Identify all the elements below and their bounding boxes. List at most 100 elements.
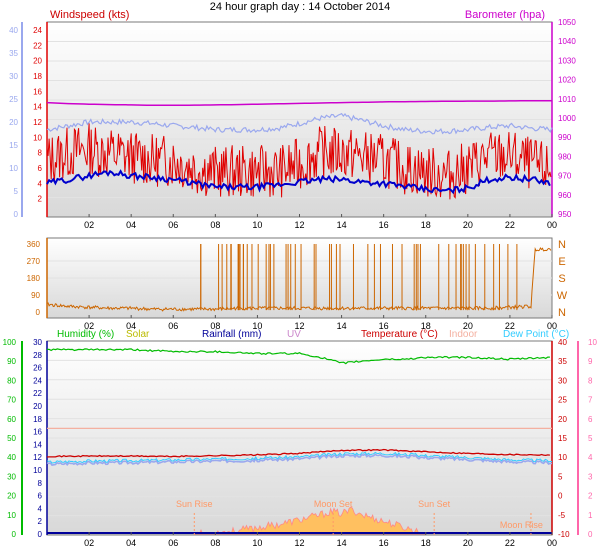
temp-tick-label: 30 xyxy=(558,376,567,385)
blue-tick-label: 0 xyxy=(14,210,19,219)
red-tick-label: 14 xyxy=(33,103,42,112)
x-tick-label: 20 xyxy=(463,220,473,230)
temp-tick-label: 15 xyxy=(558,434,567,443)
x-tick-label: 12 xyxy=(294,538,304,548)
red-tick-label: 22 xyxy=(33,41,42,50)
rain-tick-label: 20 xyxy=(33,402,42,411)
direction-tick-label: 0 xyxy=(36,308,41,317)
direction-tick-label: 90 xyxy=(31,291,40,300)
uv-tick-label: 3 xyxy=(588,472,593,481)
baro-tick-label: 990 xyxy=(558,133,572,142)
baro-tick-label: 1050 xyxy=(558,18,576,27)
x-tick-label: 22 xyxy=(505,538,515,548)
x-tick-label: 02 xyxy=(84,220,94,230)
temp-tick-label: -5 xyxy=(558,511,566,520)
wind-panel-ylabel-right: Barometer (hpa) xyxy=(465,9,545,21)
rain-tick-label: 22 xyxy=(33,389,42,398)
x-tick-label: 14 xyxy=(337,220,347,230)
x-tick-label: 08 xyxy=(210,220,220,230)
baro-tick-label: 1040 xyxy=(558,37,576,46)
blue-tick-label: 40 xyxy=(9,26,18,35)
legend-item: Temperature (°C) xyxy=(361,329,438,340)
baro-tick-label: 980 xyxy=(558,152,572,161)
direction-tick-label: 270 xyxy=(27,257,41,266)
x-tick-label: 16 xyxy=(379,538,389,548)
uv-tick-label: 0 xyxy=(588,530,593,539)
legend-item: Solar xyxy=(126,329,150,340)
legend-item: UV xyxy=(287,329,301,340)
humidity-tick-label: 100 xyxy=(3,338,17,347)
x-tick-label: 00 xyxy=(547,538,557,548)
direction-tick-label: 360 xyxy=(27,240,41,249)
x-tick-label: 20 xyxy=(463,538,473,548)
x-tick-label: 06 xyxy=(168,220,178,230)
x-tick-label: 16 xyxy=(379,220,389,230)
temp-tick-label: -10 xyxy=(558,530,570,539)
baro-tick-label: 960 xyxy=(558,191,572,200)
x-tick-label: 14 xyxy=(337,538,347,548)
compass-label: N xyxy=(558,307,566,319)
compass-label: S xyxy=(558,273,565,285)
humidity-tick-label: 50 xyxy=(7,434,16,443)
blue-tick-label: 10 xyxy=(9,164,18,173)
rain-tick-label: 16 xyxy=(33,428,42,437)
red-tick-label: 8 xyxy=(38,149,43,158)
x-tick-label: 02 xyxy=(84,538,94,548)
humidity-tick-label: 0 xyxy=(12,530,17,539)
x-tick-label: 08 xyxy=(210,538,220,548)
rain-tick-label: 8 xyxy=(38,479,43,488)
temp-tick-label: 25 xyxy=(558,396,567,405)
humidity-tick-label: 40 xyxy=(7,453,16,462)
uv-tick-label: 7 xyxy=(588,396,593,405)
red-tick-label: 12 xyxy=(33,118,42,127)
x-tick-label: 10 xyxy=(252,220,262,230)
uv-tick-label: 1 xyxy=(588,511,593,520)
rain-tick-label: 26 xyxy=(33,364,42,373)
x-tick-label: 12 xyxy=(294,220,304,230)
compass-label: E xyxy=(558,256,565,268)
uv-tick-label: 2 xyxy=(588,492,593,501)
temp-tick-label: 10 xyxy=(558,453,567,462)
humidity-tick-label: 60 xyxy=(7,415,16,424)
uv-tick-label: 4 xyxy=(588,453,593,462)
uv-tick-label: 8 xyxy=(588,376,593,385)
blue-tick-label: 30 xyxy=(9,72,18,81)
rain-tick-label: 0 xyxy=(38,530,43,539)
legend-item: Rainfall (mm) xyxy=(202,329,261,340)
uv-tick-label: 5 xyxy=(588,434,593,443)
rain-tick-label: 2 xyxy=(38,517,43,526)
event-label: Sun Rise xyxy=(176,499,213,509)
humidity-tick-label: 70 xyxy=(7,396,16,405)
x-tick-label: 10 xyxy=(252,538,262,548)
humidity-tick-label: 30 xyxy=(7,472,16,481)
wind-panel-title: Windspeed (kts) xyxy=(50,9,129,21)
uv-tick-label: 6 xyxy=(588,415,593,424)
blue-tick-label: 35 xyxy=(9,49,18,58)
red-tick-label: 4 xyxy=(38,179,43,188)
temp-tick-label: 40 xyxy=(558,338,567,347)
x-tick-label: 14 xyxy=(337,321,347,331)
baro-tick-label: 1010 xyxy=(558,95,576,104)
chart-title: 24 hour graph day : 14 October 2014 xyxy=(210,1,390,13)
compass-label: N xyxy=(558,239,566,251)
baro-tick-label: 1030 xyxy=(558,56,576,65)
blue-tick-label: 15 xyxy=(9,141,18,150)
rain-tick-label: 12 xyxy=(33,453,42,462)
baro-tick-label: 970 xyxy=(558,172,572,181)
rain-tick-label: 30 xyxy=(33,338,42,347)
x-tick-label: 00 xyxy=(547,220,557,230)
humidity-tick-label: 20 xyxy=(7,492,16,501)
red-tick-label: 18 xyxy=(33,72,42,81)
x-tick-label: 04 xyxy=(126,538,136,548)
uv-tick-label: 10 xyxy=(588,338,597,347)
red-tick-label: 24 xyxy=(33,26,42,35)
x-tick-label: 06 xyxy=(168,321,178,331)
direction-tick-label: 180 xyxy=(27,274,41,283)
legend-item: Indoor xyxy=(449,329,478,340)
blue-tick-label: 5 xyxy=(14,187,19,196)
event-label: Sun Set xyxy=(418,499,451,509)
compass-label: W xyxy=(557,290,568,302)
uv-tick-label: 9 xyxy=(588,357,593,366)
blue-tick-label: 25 xyxy=(9,95,18,104)
